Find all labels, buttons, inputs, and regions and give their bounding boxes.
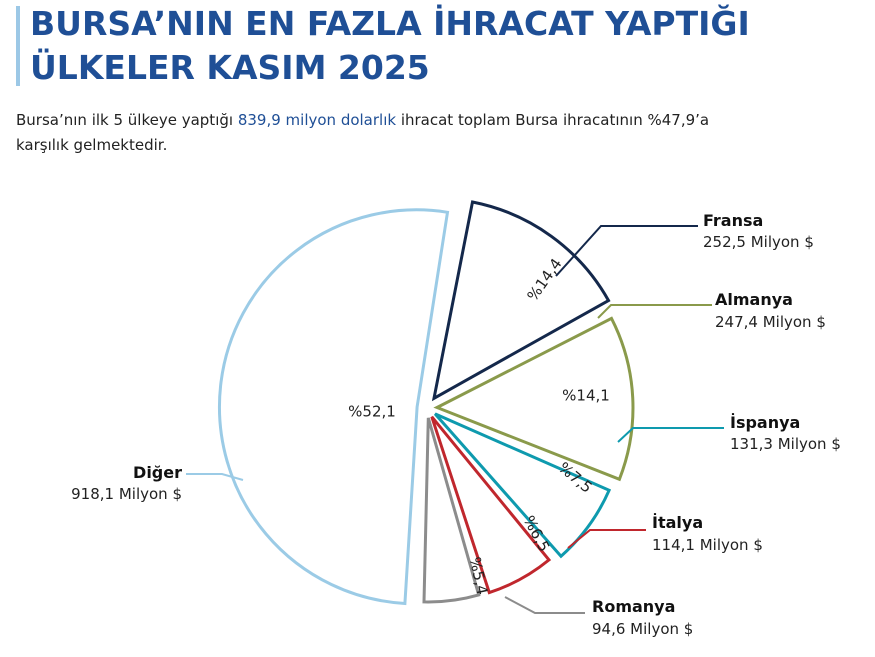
page-title: BURSA’NIN EN FAZLA İHRACAT YAPTIĞI ÜLKEL… [30, 2, 870, 90]
legend-name-4: Romanya [592, 597, 675, 616]
title-accent-bar [16, 6, 20, 86]
legend-name-2: İspanya [730, 413, 800, 432]
legend-value-1: 247,4 Milyon $ [715, 313, 826, 331]
pie-slice-2 [433, 412, 612, 559]
leader-line-0 [555, 225, 698, 277]
leader-line-3 [567, 529, 646, 549]
leader-line-4 [504, 596, 585, 614]
subtitle-part-1: Bursa’nın ilk 5 ülkeye yaptığı [16, 111, 238, 129]
leader-line-5 [186, 473, 244, 481]
leader-line-1 [597, 304, 712, 319]
slice-pct-label-1: %14,1 [562, 387, 610, 405]
pie-slice-5 [218, 208, 450, 606]
slice-pct-label-5: %52,1 [348, 403, 396, 421]
subtitle: Bursa’nın ilk 5 ülkeye yaptığı 839,9 mil… [16, 108, 856, 158]
legend-name-1: Almanya [715, 290, 793, 309]
leader-line-2 [617, 427, 724, 443]
legend-value-3: 114,1 Milyon $ [652, 536, 763, 554]
legend-name-5: Diğer [133, 463, 182, 482]
legend-name-3: İtalya [652, 513, 703, 532]
subtitle-part-2: ihracat toplam Bursa ihracatının %47,9’a [396, 111, 710, 129]
legend-value-0: 252,5 Milyon $ [703, 233, 814, 251]
legend-value-4: 94,6 Milyon $ [592, 620, 693, 638]
title-line-1: BURSA’NIN EN FAZLA İHRACAT YAPTIĞI [30, 4, 750, 43]
title-line-2: ÜLKELER KASIM 2025 [30, 48, 430, 87]
subtitle-line-2: karşılık gelmektedir. [16, 136, 168, 154]
legend-name-0: Fransa [703, 211, 763, 230]
subtitle-highlight: 839,9 milyon dolarlık [237, 111, 397, 129]
pie-slice-0 [431, 200, 611, 402]
legend-value-5: 918,1 Milyon $ [71, 485, 182, 503]
pie-slice-3 [430, 415, 552, 595]
legend-value-2: 131,3 Milyon $ [730, 435, 841, 453]
pie-slice-4 [422, 417, 481, 604]
pie-slice-1 [433, 316, 635, 482]
